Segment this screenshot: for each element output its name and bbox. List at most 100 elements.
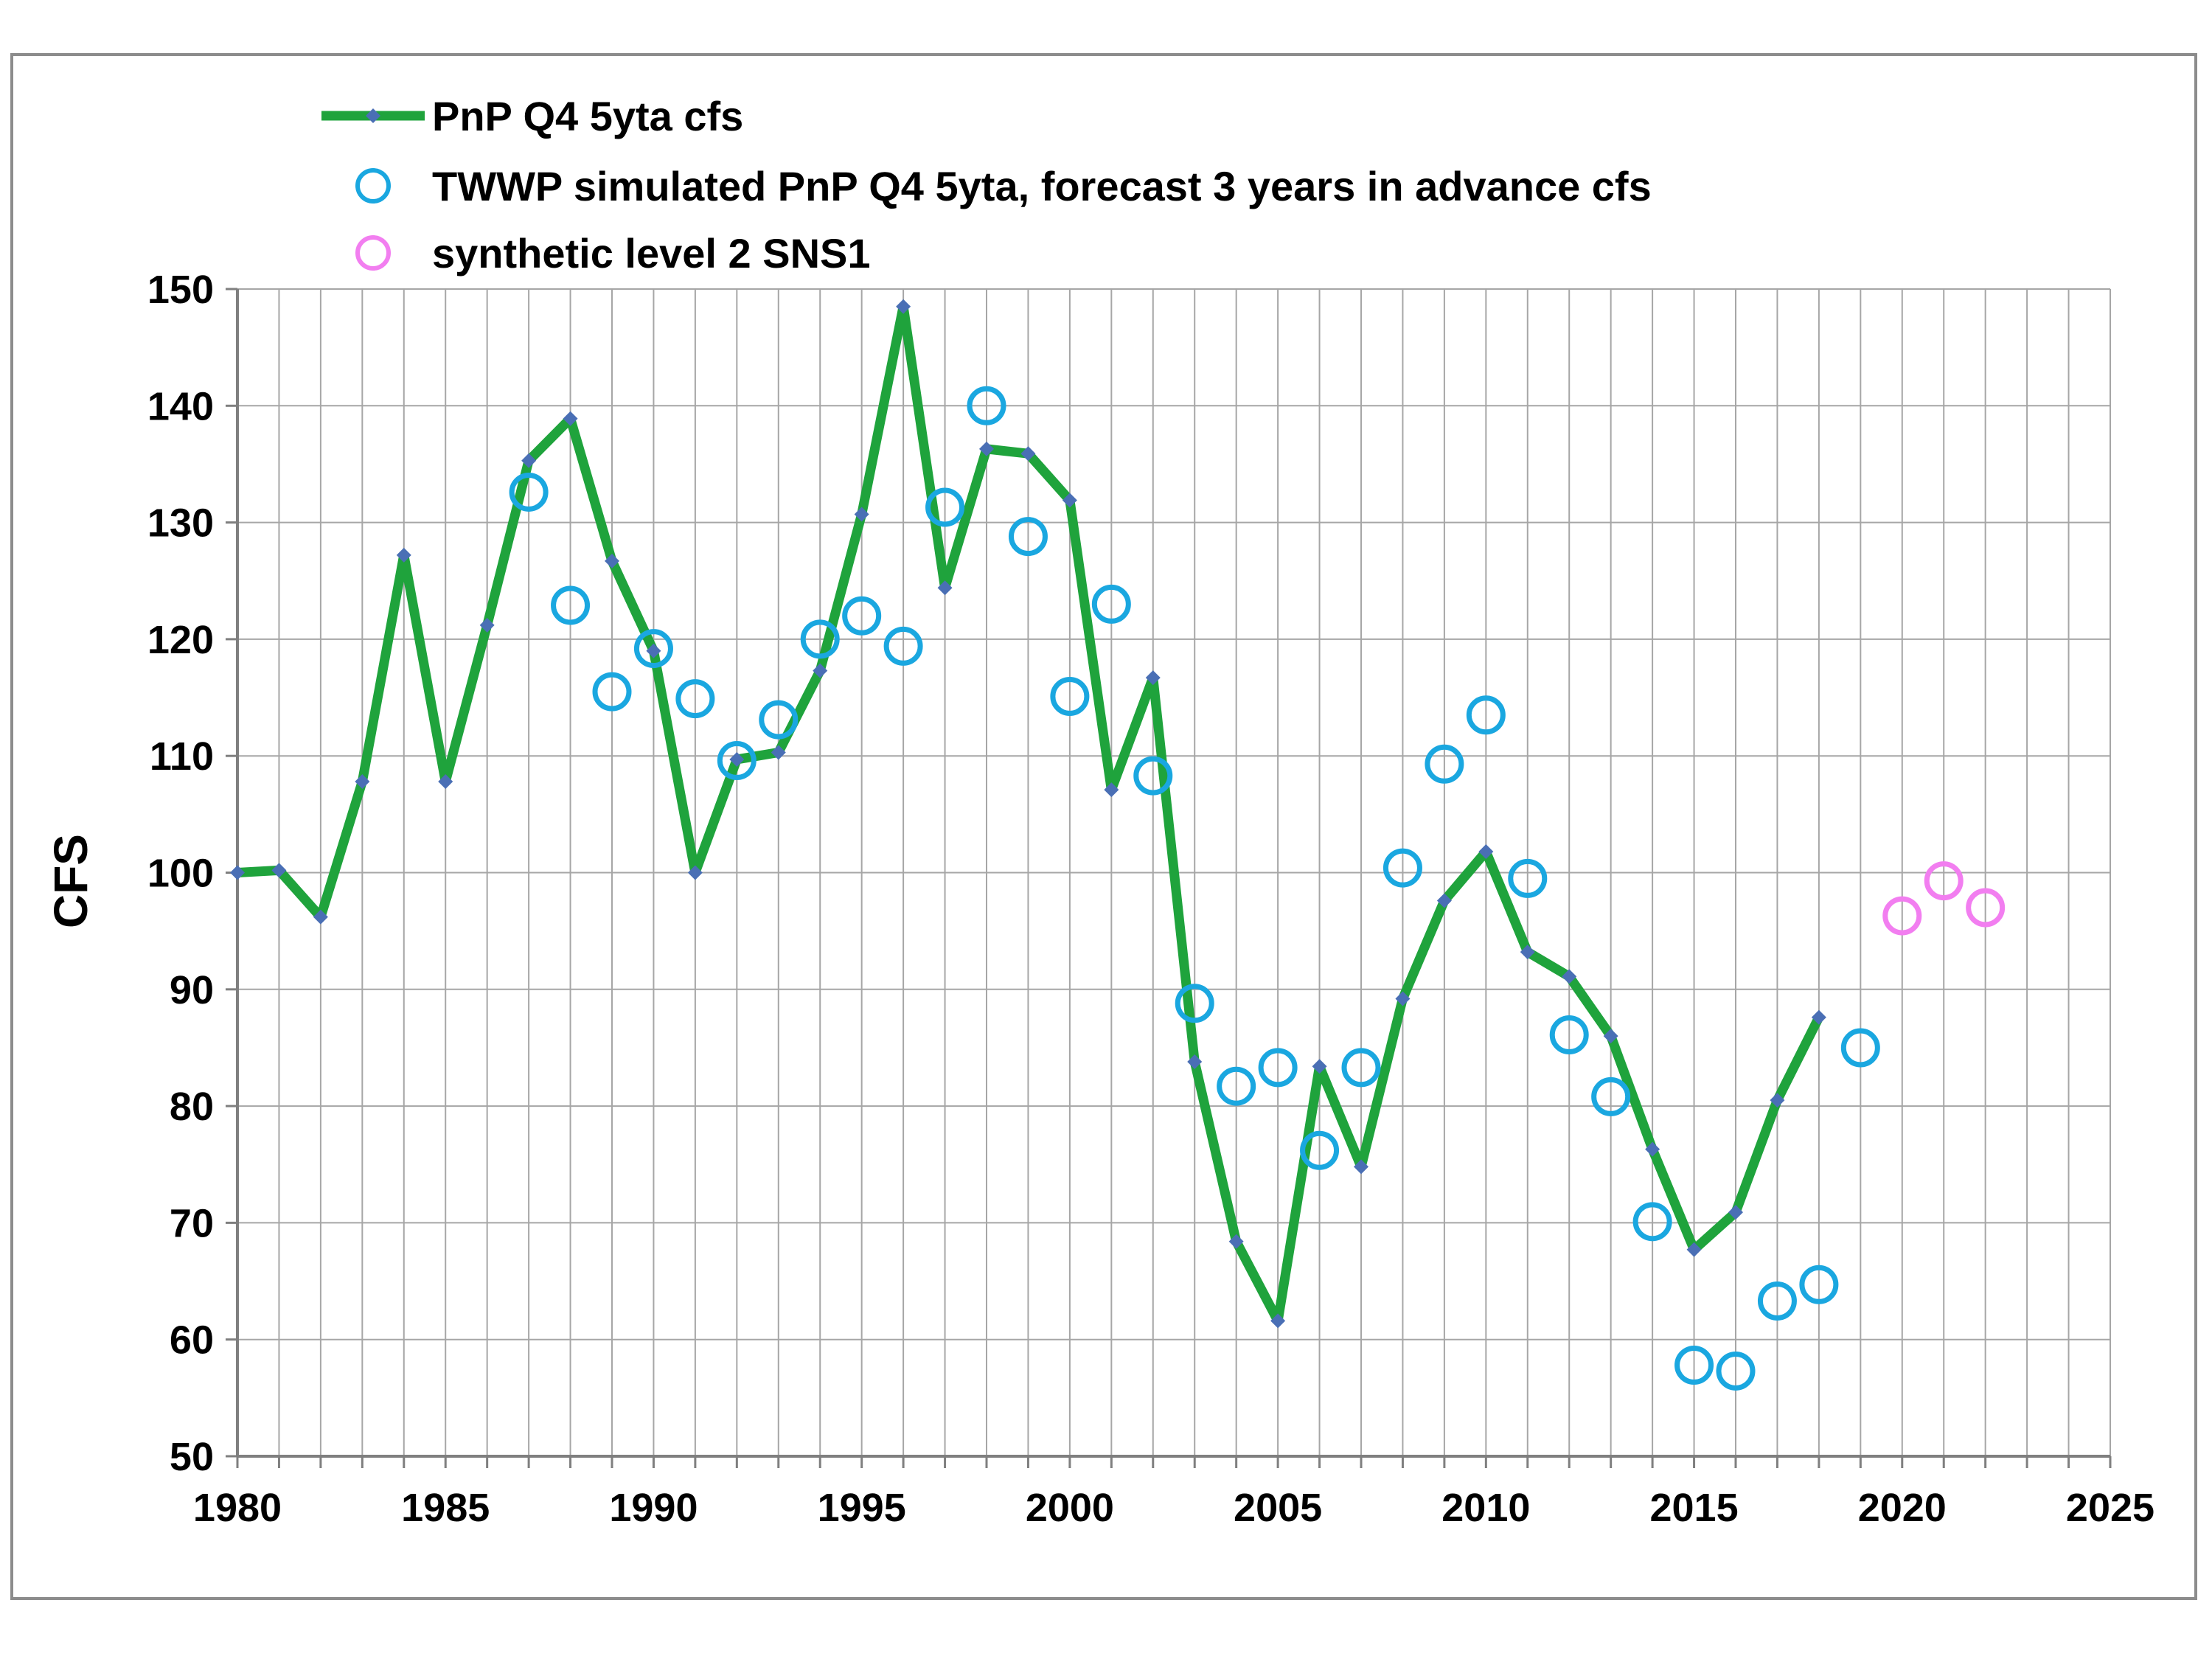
scatter-point: [1882, 896, 1922, 936]
line-point-marker: [271, 863, 287, 878]
line-point-marker: [438, 774, 453, 790]
x-tick-label: 1995: [818, 1486, 906, 1530]
y-tick-label: 60: [170, 1318, 214, 1363]
y-tick-label: 130: [147, 501, 214, 546]
line-point-marker: [896, 299, 911, 314]
scatter-point: [1382, 848, 1422, 888]
line-point-marker: [937, 580, 953, 596]
scatter-point: [1466, 695, 1506, 735]
scatter-point: [1133, 756, 1173, 796]
line-point-marker: [1520, 945, 1535, 960]
line-point-marker: [854, 507, 869, 522]
line-point-marker: [687, 865, 703, 880]
data-series: [230, 299, 2006, 1391]
legend-swatch-circle: [355, 168, 391, 204]
tick-labels: 50 60 70 80 90 100 110 120 130 140 150 1980 1985 1990…: [147, 268, 2154, 1530]
line-point-marker: [1728, 1205, 1743, 1220]
y-tick-label: 50: [170, 1435, 214, 1479]
line-point-marker: [646, 643, 661, 658]
y-tick-label: 120: [147, 618, 214, 662]
y-tick-label: 150: [147, 268, 214, 312]
y-tick-label: 90: [170, 968, 214, 1012]
x-tick-label: 1990: [609, 1486, 698, 1530]
line-point-marker: [1354, 1159, 1368, 1175]
line-point-marker: [479, 617, 495, 633]
scatter-point: [1508, 858, 1548, 898]
line-point-marker: [1811, 1009, 1826, 1025]
y-axis-title: CFS: [44, 834, 97, 928]
scatter-point: [509, 472, 549, 512]
legend-swatch-marker: [366, 108, 380, 123]
scatter-point: [1799, 1265, 1839, 1304]
scatter-point: [1425, 744, 1464, 784]
scatter-point: [800, 619, 840, 659]
line-point-marker: [396, 547, 411, 563]
scatter-point: [633, 629, 673, 669]
scatter-point: [1924, 861, 1964, 901]
line-point-marker: [1478, 844, 1494, 860]
scatter-point: [1966, 888, 2006, 928]
scatter-point: [1091, 584, 1131, 624]
legend-label: synthetic level 2 SNS1: [432, 230, 871, 276]
line-point-marker: [1603, 1029, 1618, 1044]
y-tick-label: 70: [170, 1201, 214, 1245]
scatter-point: [1840, 1028, 1880, 1068]
scatter-point: [1549, 1015, 1589, 1055]
scatter-point: [1757, 1281, 1797, 1321]
line-point-marker: [1312, 1059, 1327, 1074]
legend: PnP Q4 5yta cfs TWWP simulated PnP Q4 5yt…: [321, 93, 1652, 276]
x-tick-label: 2005: [1234, 1486, 1322, 1530]
line-point-marker: [1104, 782, 1119, 798]
line-point-marker: [313, 909, 328, 925]
scatter-point: [842, 596, 882, 636]
y-tick-label: 80: [170, 1085, 214, 1129]
line-point-marker: [605, 553, 619, 568]
scatter-point: [551, 585, 591, 625]
scatter-point: [1674, 1346, 1714, 1385]
scatter-point: [1050, 676, 1090, 716]
line-point-marker: [1436, 893, 1452, 908]
x-tick-label: 2010: [1441, 1486, 1530, 1530]
line-point-marker: [1145, 670, 1161, 686]
scatter-point: [1716, 1351, 1756, 1391]
scatter-point: [1217, 1066, 1256, 1106]
line-point-marker: [1020, 446, 1036, 462]
line-point-marker: [813, 663, 828, 678]
legend-label: PnP Q4 5yta cfs: [432, 93, 743, 139]
line-point-marker: [1228, 1234, 1244, 1249]
x-tick-label: 1985: [401, 1486, 490, 1530]
line-point-marker: [563, 411, 578, 426]
line-point-marker: [771, 745, 786, 760]
legend-swatch-circle: [355, 235, 391, 271]
x-tick-label: 2000: [1026, 1486, 1114, 1530]
scatter-point: [925, 487, 965, 527]
x-tick-label: 2025: [2066, 1486, 2154, 1530]
scatter-point: [675, 679, 715, 719]
line-point-marker: [1686, 1242, 1702, 1257]
line-point-marker: [729, 751, 745, 767]
scatter-point: [1175, 984, 1214, 1023]
scatter-point: [1591, 1077, 1631, 1116]
line-point-marker: [230, 865, 245, 880]
x-tick-label: 1980: [193, 1486, 282, 1530]
gridlines: [237, 288, 2111, 1456]
legend-label: TWWP simulated PnP Q4 5yta, forecast 3 y…: [432, 163, 1652, 209]
y-tick-label: 110: [150, 734, 214, 779]
x-tick-label: 2020: [1858, 1486, 1947, 1530]
scatter-point: [1632, 1202, 1672, 1242]
line-point-marker: [521, 453, 537, 468]
line-point-marker: [1562, 969, 1577, 984]
scatter-point: [1341, 1048, 1381, 1088]
scatter-point: [883, 626, 923, 666]
scatter-point: [1008, 517, 1048, 557]
scatter-point: [967, 386, 1006, 425]
line-point-marker: [979, 441, 994, 456]
scatter-point: [592, 672, 632, 712]
line-point-marker: [1062, 493, 1077, 508]
scatter-point: [1258, 1048, 1298, 1088]
x-tick-label: 2015: [1649, 1486, 1738, 1530]
line-point-marker: [1395, 991, 1411, 1006]
y-tick-label: 140: [147, 384, 214, 428]
line-point-marker: [355, 774, 370, 790]
